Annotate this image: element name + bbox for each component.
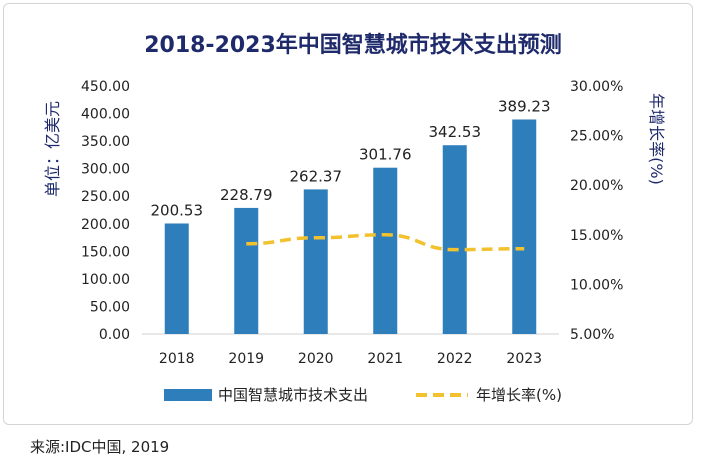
legend: 中国智慧城市技术支出 年增长率(%)	[164, 386, 562, 404]
x-tick-label: 2020	[298, 351, 334, 367]
bar-2019	[234, 207, 259, 334]
legend-swatch-spending	[164, 389, 212, 401]
bar-2018	[164, 223, 189, 334]
chart-marks: 0.00 50.00 100.00 150.00 200.00 250.00 300.00 3…	[81, 79, 623, 367]
chart: 2018-2023年中国智慧城市技术支出预测 单位：亿美元 年增长率(%) 0.…	[43, 32, 666, 404]
y-tick-label: 200.00	[81, 217, 130, 233]
y-tick-label: 100.00	[81, 272, 130, 288]
legend-label-growth: 年增长率(%)	[476, 386, 562, 404]
bar-2022	[442, 145, 467, 334]
chart-title: 2018-2023年中国智慧城市技术支出预测	[144, 32, 562, 58]
bar-value-label: 342.53	[429, 123, 482, 141]
bar-2021	[373, 167, 398, 334]
y-tick-label: 50.00	[90, 299, 130, 315]
y2-tick-label: 15.00%	[570, 228, 623, 244]
x-tick-label: 2021	[367, 351, 403, 367]
y2-tick-label: 30.00%	[570, 79, 623, 95]
y2-tick-label: 20.00%	[570, 178, 623, 194]
x-tick-label: 2019	[228, 351, 264, 367]
chart-frame: 2018-2023年中国智慧城市技术支出预测 单位：亿美元 年增长率(%) 0.…	[3, 3, 693, 425]
legend-label-spending: 中国智慧城市技术支出	[218, 386, 368, 404]
bar-value-label: 200.53	[151, 201, 204, 219]
y-tick-label: 0.00	[99, 327, 130, 343]
x-tick-label: 2022	[437, 351, 473, 367]
y2-tick-label: 5.00%	[570, 327, 614, 343]
y-tick-label: 450.00	[81, 79, 130, 95]
y-tick-label: 250.00	[81, 189, 130, 205]
source-note: 来源:IDC中国, 2019	[30, 438, 170, 456]
y2-axis-label: 年增长率(%)	[647, 93, 666, 185]
bar-2020	[303, 189, 328, 334]
y-tick-label: 300.00	[81, 162, 130, 178]
bar-value-label: 262.37	[290, 167, 343, 185]
growth-rate-line	[246, 233, 525, 252]
y-tick-label: 400.00	[81, 107, 130, 123]
y-axis-label: 单位：亿美元	[43, 101, 62, 197]
y-tick-label: 350.00	[81, 134, 130, 150]
bar-2023	[512, 119, 537, 334]
y-tick-label: 150.00	[81, 244, 130, 260]
bar-value-label: 301.76	[359, 146, 412, 164]
bar-value-label: 389.23	[498, 97, 551, 115]
bar-value-label: 228.79	[220, 186, 273, 204]
y2-tick-label: 25.00%	[570, 129, 623, 145]
y2-tick-label: 10.00%	[570, 277, 623, 293]
x-tick-label: 2018	[159, 351, 195, 367]
x-tick-label: 2023	[506, 351, 542, 367]
